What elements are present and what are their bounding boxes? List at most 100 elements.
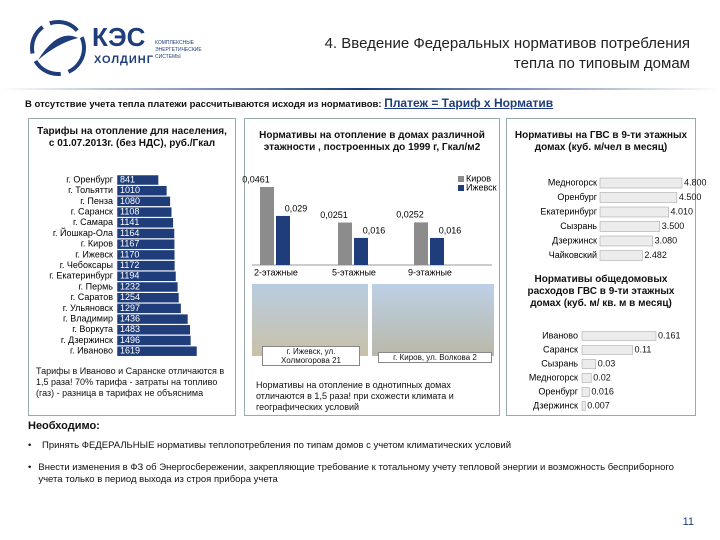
chart-title: Нормативы на отопление в домах различной… [259, 130, 485, 153]
bar [581, 387, 590, 397]
bar [276, 215, 290, 265]
category-label: Оренбург [538, 386, 578, 396]
category-label: г. Самара [73, 217, 113, 227]
note: Нормативы на отопление в однотипных дома… [256, 380, 454, 412]
category-label: г. Ижевск [75, 249, 113, 259]
category-label: г. Саранск [71, 206, 113, 216]
photo [252, 284, 368, 356]
legend-swatch [458, 185, 464, 191]
value-label: 0,0251 [320, 210, 348, 220]
bar [430, 237, 444, 265]
value-label: 0.007 [587, 400, 610, 410]
category-label: Сызрань [541, 358, 578, 368]
bar [116, 281, 179, 293]
panel [28, 118, 236, 416]
bar [354, 237, 368, 265]
value-label: 0,029 [285, 203, 308, 213]
value-label: 1080 [120, 196, 140, 206]
value-label: 1496 [120, 335, 140, 345]
value-label: 0.02 [593, 372, 611, 382]
value-label: 1194 [120, 271, 139, 281]
value-label: 0.161 [658, 330, 681, 340]
value-label: 1232 [120, 281, 140, 291]
value-label: 1108 [120, 206, 139, 216]
bullet: • Внести изменения в ФЗ об Энергосбережен… [28, 462, 688, 486]
value-label: 1141 [120, 217, 139, 227]
bar [116, 345, 198, 357]
slide-title: 4. Введение Федеральных нормативов потре… [324, 35, 690, 72]
value-label: 1167 [120, 239, 139, 249]
bar [581, 373, 592, 383]
value-label: 0.11 [635, 344, 652, 354]
needed-heading: Необходимо: [28, 420, 100, 432]
category-label: Саранск [543, 344, 578, 354]
category-label: 5-этажные [332, 267, 376, 277]
category-label: г. Саратов [71, 292, 114, 302]
value-label: 0,0461 [242, 174, 270, 184]
value-label: 1010 [120, 185, 140, 195]
bar [116, 324, 191, 336]
category-label: г. Чебоксары [60, 260, 113, 270]
bar [581, 331, 657, 341]
bar [116, 313, 189, 325]
photo-caption: г. Ижевск, ул. Холмогорова 21 [262, 346, 360, 366]
photo [372, 284, 494, 356]
bar [116, 249, 176, 261]
category-label: Медногорск [548, 177, 597, 187]
value-label: 1164 [120, 228, 139, 238]
panel [244, 118, 500, 416]
bar [581, 401, 586, 411]
note: Тарифы в Иваново и Саранске отличаются в… [36, 366, 225, 398]
category-label: г. Иваново [70, 346, 113, 356]
panel [506, 118, 696, 416]
value-label: 0,016 [363, 225, 386, 235]
bar [116, 238, 175, 250]
value-label: 4.800 [684, 177, 707, 187]
divider [0, 88, 720, 90]
chart-title: Нормативы на ГВС в 9-ти этажных домах (к… [514, 130, 688, 153]
photo-caption: г. Киров, ул. Волкова 2 [378, 352, 492, 363]
bar [116, 260, 176, 271]
category-label: Медногорск [529, 372, 578, 382]
value-label: 3.080 [655, 235, 678, 245]
bar [599, 206, 669, 218]
bar [116, 196, 171, 207]
value-label: 0,0252 [396, 210, 424, 220]
value-label: 1170 [120, 249, 139, 259]
category-label: Иваново [542, 330, 578, 340]
value-label: 2.482 [644, 250, 667, 260]
logo-sub: ХОЛДИНГ [94, 54, 154, 66]
category-label: Дзержинск [552, 235, 597, 245]
bullet: • Принять ФЕДЕРАЛЬНЫЕ нормативы теплопотр… [28, 440, 512, 451]
bar [116, 206, 172, 218]
value-label: 3.500 [662, 221, 685, 231]
value-label: 1483 [120, 324, 140, 334]
bar [116, 271, 177, 282]
category-label: Сызрань [560, 221, 597, 231]
bar [338, 222, 352, 265]
intro-text: В отсутствие учета тепла платежи рассчит… [25, 99, 382, 110]
category-label: г. Оренбург [66, 174, 114, 184]
bar [599, 250, 643, 261]
legend-label: Ижевск [466, 182, 497, 192]
value-label: 0,016 [439, 225, 462, 235]
tagline: КОМПЛЕКСНЫЕ ЭНЕРГЕТИЧЕСКИЕ СИСТЕМЫ [155, 40, 202, 60]
bullet-text: Принять ФЕДЕРАЛЬНЫЕ нормативы теплопотре… [42, 440, 512, 451]
value-label: 0.03 [598, 358, 616, 368]
category-label: г. Йошкар-Ола [53, 227, 113, 238]
bar [599, 192, 678, 203]
bar [116, 303, 182, 314]
value-label: 1619 [120, 346, 140, 356]
bar [260, 187, 274, 265]
category-label: г. Воркута [72, 324, 113, 334]
value-label: 841 [120, 174, 135, 184]
value-label: 1254 [120, 292, 140, 302]
logo-mark [30, 20, 86, 76]
value-label: 4.500 [679, 192, 702, 202]
category-label: г. Екатеринбург [49, 271, 114, 281]
bar [581, 359, 597, 369]
category-label: 2-этажные [254, 267, 298, 277]
bar [116, 335, 192, 346]
bar [599, 221, 661, 232]
